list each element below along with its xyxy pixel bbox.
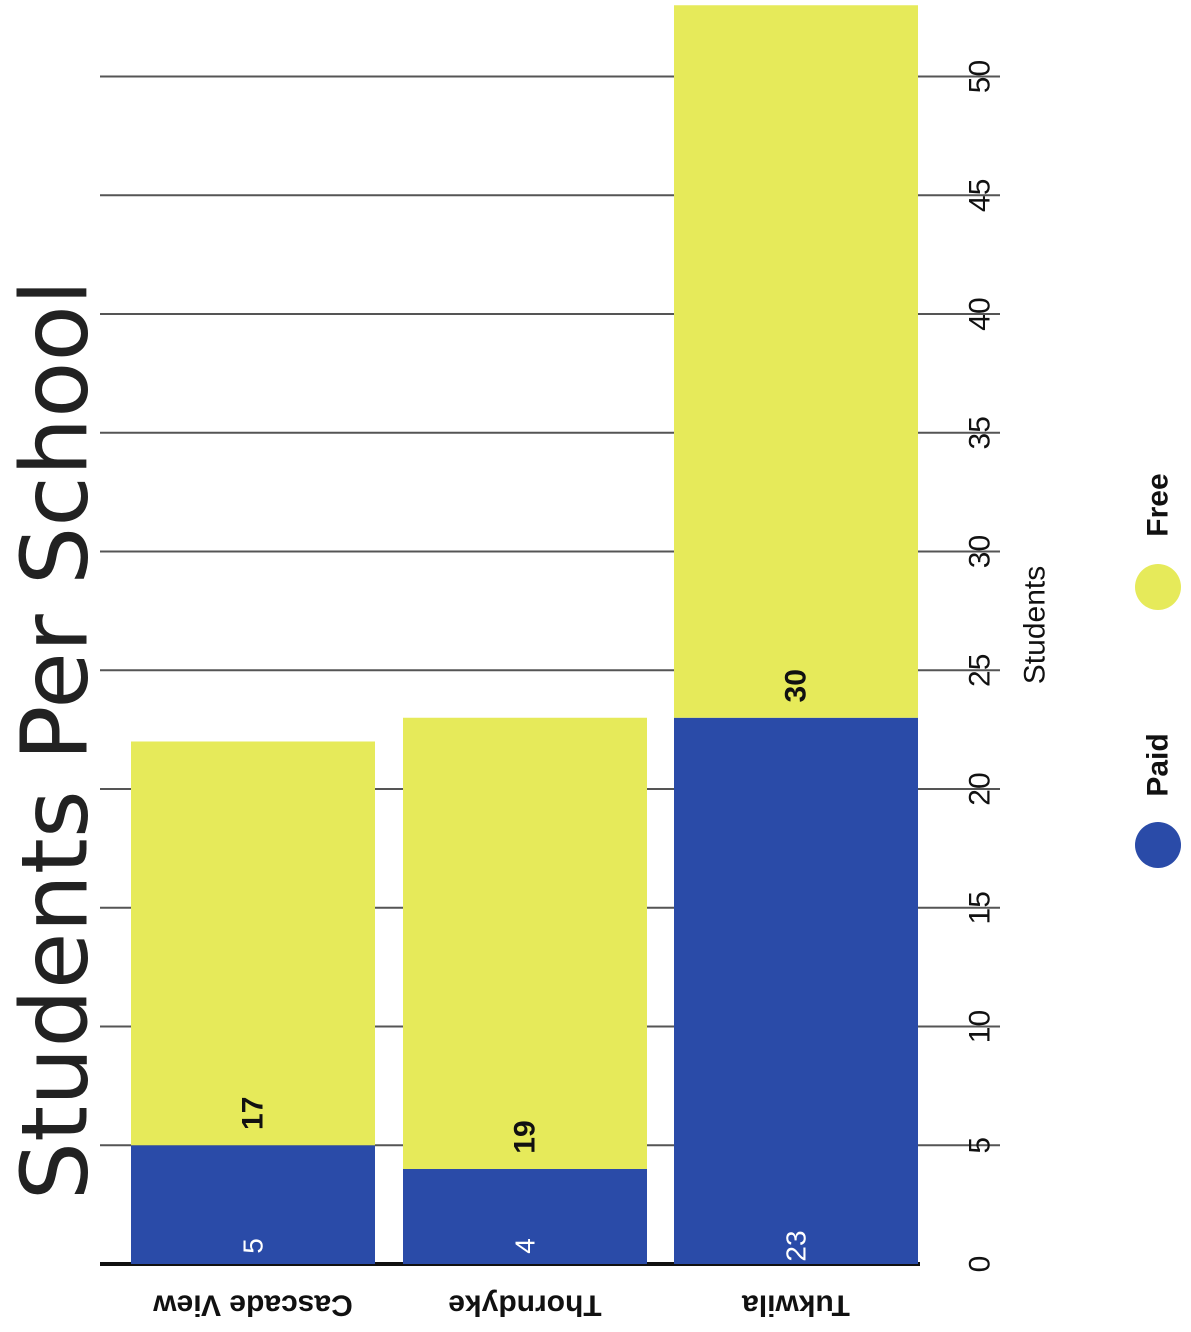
- tick-label: 15: [964, 891, 997, 924]
- tick-label: 5: [964, 1137, 997, 1154]
- data-label-paid: 23: [781, 1230, 812, 1261]
- bar-free-cascade-view: [131, 741, 375, 1146]
- tick-label: 0: [964, 1256, 997, 1273]
- plot-area: 0 5 10 15 20 25 30 35 40 45 50 5 17 Cascade View 4 19 Th…: [2, 5, 1181, 1322]
- x-axis-title: Students: [1019, 566, 1052, 684]
- tick-label: 20: [964, 772, 997, 805]
- legend-swatch-paid: [1135, 822, 1181, 868]
- tick-label: 45: [964, 179, 997, 212]
- bar-free-thorndyke: [403, 717, 647, 1169]
- bar-paid-tukwila: [674, 717, 918, 1264]
- tick-label: 30: [964, 535, 997, 568]
- category-label: Cascade View: [153, 1289, 353, 1322]
- legend-label-free: Free: [1142, 473, 1175, 536]
- data-label-paid: 5: [238, 1238, 269, 1254]
- category-label: Tukwila: [742, 1289, 850, 1322]
- tick-label: 35: [964, 416, 997, 449]
- data-label-free: 19: [509, 1120, 542, 1153]
- category-label: Thorndyke: [448, 1289, 601, 1322]
- legend-swatch-free: [1135, 564, 1181, 610]
- bar-free-tukwila: [674, 5, 918, 718]
- legend-label-paid: Paid: [1142, 733, 1175, 796]
- chart-title: Students Per School: [2, 280, 109, 1201]
- data-label-paid: 4: [510, 1238, 541, 1254]
- data-label-free: 17: [237, 1097, 270, 1130]
- tick-label: 10: [964, 1010, 997, 1043]
- data-label-free: 30: [780, 669, 813, 702]
- tick-label: 25: [964, 654, 997, 687]
- tick-label: 40: [964, 297, 997, 330]
- bar-paid-thorndyke: [403, 1169, 647, 1264]
- tick-label: 50: [964, 60, 997, 93]
- bar-paid-cascade-view: [131, 1145, 375, 1264]
